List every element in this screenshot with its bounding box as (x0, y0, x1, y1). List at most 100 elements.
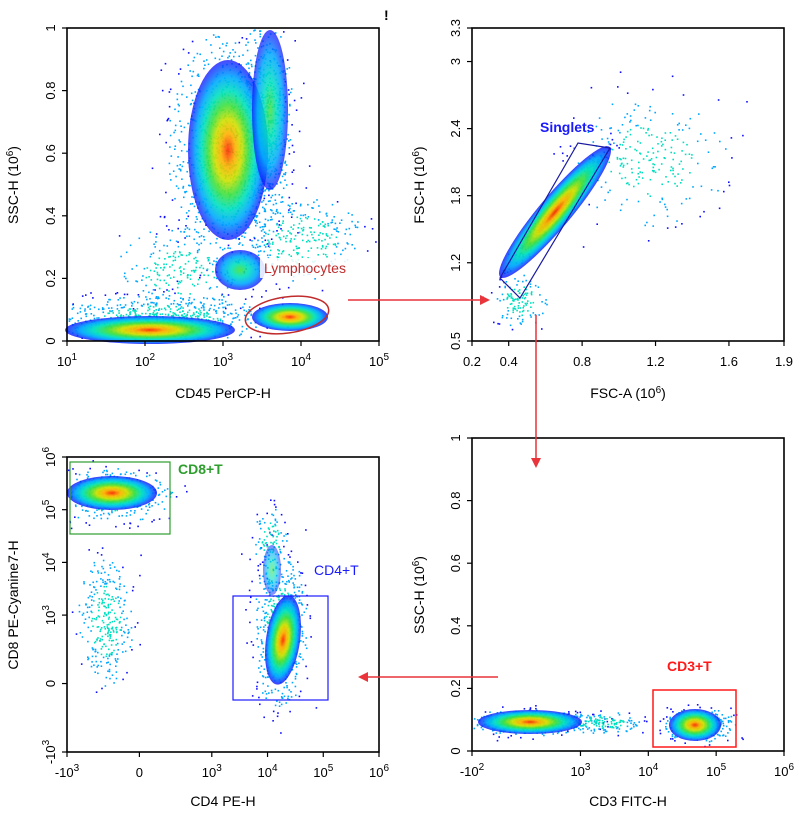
event-dot (592, 713, 595, 716)
event-dot (177, 282, 180, 285)
event-dot (306, 217, 309, 220)
event-dot (182, 298, 184, 300)
event-dot (633, 109, 636, 111)
event-dot (136, 506, 138, 508)
event-dot (259, 35, 261, 38)
event-dot (262, 206, 264, 209)
event-dot (671, 75, 674, 78)
event-dot (183, 126, 186, 129)
event-dot (721, 720, 724, 723)
event-dot (507, 736, 510, 739)
event-dot (665, 726, 667, 728)
event-dot (303, 82, 305, 85)
event-dot (629, 115, 632, 117)
event-dot (86, 477, 89, 479)
event-dot (228, 55, 231, 57)
event-dot (280, 201, 282, 203)
event-dot (270, 209, 272, 211)
event-dot (265, 203, 267, 206)
event-dot (266, 188, 268, 190)
event-dot (691, 154, 693, 156)
event-dot (305, 216, 307, 219)
event-dot (206, 257, 209, 259)
event-dot (141, 279, 143, 281)
event-dot (101, 307, 104, 309)
event-dot (598, 721, 601, 724)
event-dot (245, 63, 248, 66)
event-dot (589, 717, 591, 719)
event-dot (254, 246, 257, 249)
gate-cd3-positive[interactable] (652, 689, 737, 748)
gate-singlets[interactable] (499, 142, 611, 299)
event-dot (288, 153, 291, 155)
panel-cd3-ssc-x-ticks: -102 103 104 105 106 (460, 751, 794, 779)
event-dot (181, 254, 183, 256)
event-dot (287, 89, 290, 91)
event-dot (725, 725, 728, 728)
event-dot (593, 715, 596, 718)
event-dot (184, 485, 186, 487)
event-dot (318, 238, 320, 241)
event-dot (255, 220, 257, 222)
event-dot (680, 160, 682, 163)
event-dot (172, 302, 175, 305)
event-dot (496, 739, 499, 742)
event-dot (310, 247, 313, 249)
event-dot (635, 723, 637, 726)
event-dot (618, 721, 621, 724)
event-dot (700, 133, 702, 135)
event-dot (590, 729, 593, 732)
event-dot (184, 263, 187, 265)
event-dot (248, 67, 250, 70)
event-dot (714, 710, 716, 712)
event-dot (168, 162, 171, 165)
event-dot (188, 297, 191, 299)
event-dot (313, 231, 316, 234)
event-dot (289, 240, 292, 242)
event-dot (135, 314, 137, 317)
event-dot (112, 312, 114, 314)
event-dot (652, 88, 654, 91)
event-dot (188, 254, 190, 256)
event-dot (118, 310, 120, 312)
event-dot (182, 310, 184, 312)
event-dot (519, 311, 521, 313)
event-dot (685, 198, 688, 200)
event-dot (196, 315, 199, 317)
event-dot (155, 241, 157, 243)
event-dot (687, 704, 690, 706)
event-dot (622, 164, 625, 167)
event-dot (718, 717, 720, 720)
event-dot (86, 474, 88, 476)
event-dot (102, 308, 105, 310)
gate-lymphocytes[interactable] (243, 291, 331, 338)
population-granulocyte-tail (252, 30, 288, 190)
event-dot (123, 275, 126, 278)
event-dot (665, 728, 667, 730)
event-dot (163, 291, 165, 293)
event-dot (608, 161, 610, 164)
event-dot (209, 286, 212, 289)
event-dot (520, 736, 522, 739)
event-dot (224, 300, 227, 303)
event-dot (670, 169, 672, 172)
event-dot (207, 63, 210, 66)
event-dot (319, 211, 321, 213)
event-dot (174, 148, 176, 150)
event-dot (234, 317, 237, 319)
event-dot (277, 253, 280, 255)
event-dot (284, 179, 286, 181)
event-dot (241, 235, 243, 237)
event-dot (532, 301, 535, 304)
event-dot (93, 317, 96, 320)
event-dot (149, 313, 152, 315)
event-dot (151, 301, 154, 304)
event-dot (189, 70, 191, 72)
event-dot (582, 724, 585, 727)
event-dot (345, 228, 348, 231)
event-dot (178, 219, 180, 221)
event-dot (262, 199, 265, 202)
event-dot (138, 237, 141, 240)
event-dot (599, 714, 602, 716)
